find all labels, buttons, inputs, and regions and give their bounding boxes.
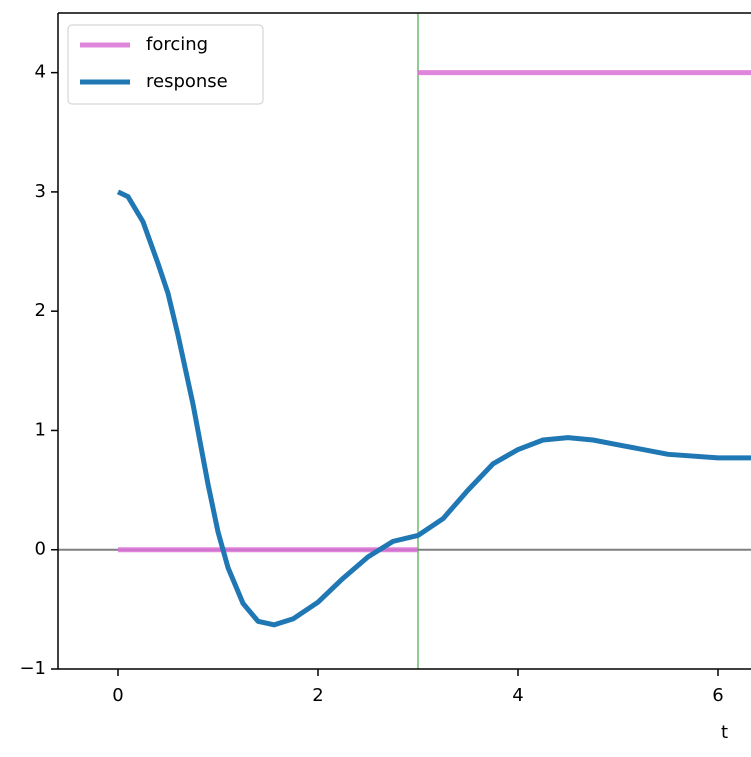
x-tick-label: 0 (112, 685, 123, 706)
y-tick-label: 4 (35, 62, 46, 83)
series-line (118, 70, 751, 553)
series-line (116, 189, 751, 628)
plot-area (58, 13, 751, 669)
legend-label: response (146, 71, 228, 92)
y-tick-label: 3 (35, 181, 46, 202)
x-tick-label: 2 (312, 685, 323, 706)
y-tick-label: 2 (35, 300, 46, 321)
y-tick-label: 1 (35, 419, 46, 440)
y-tick-label: −1 (19, 658, 46, 679)
x-tick-label: 4 (512, 685, 523, 706)
y-tick-label: 0 (35, 539, 46, 560)
x-tick-label: 6 (712, 685, 723, 706)
x-axis-label: t (721, 722, 728, 743)
legend-label: forcing (146, 34, 208, 55)
